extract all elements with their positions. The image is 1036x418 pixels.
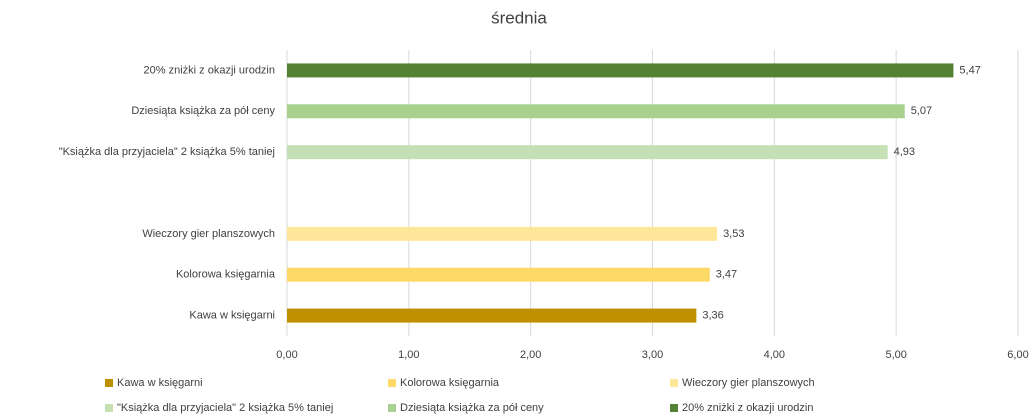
legend-swatch <box>670 379 678 387</box>
legend-label: Dziesiąta książka za pół ceny <box>400 402 544 414</box>
legend-label: Wieczory gier planszowych <box>682 377 815 389</box>
y-tick-label: 20% zniżki z okazji urodzin <box>144 64 275 76</box>
legend-swatch <box>105 404 113 412</box>
bar <box>287 104 905 119</box>
legend-label: Kolorowa księgarnia <box>400 377 500 389</box>
legend-swatch <box>670 404 678 412</box>
value-label: 3,53 <box>723 228 744 240</box>
legend-label: Kawa w księgarni <box>117 377 203 389</box>
value-label: 3,36 <box>702 309 723 321</box>
x-tick-label: 3,00 <box>642 349 663 361</box>
bar <box>287 63 954 78</box>
x-tick-label: 0,00 <box>276 349 297 361</box>
legend-label: "Książka dla przyjaciela" 2 książka 5% t… <box>117 402 333 414</box>
bar <box>287 145 888 160</box>
y-tick-label: Kawa w księgarni <box>189 309 275 321</box>
x-tick-label: 1,00 <box>398 349 419 361</box>
x-tick-label: 4,00 <box>764 349 785 361</box>
legend-swatch <box>105 379 113 387</box>
legend-swatch <box>388 404 396 412</box>
x-tick-label: 2,00 <box>520 349 541 361</box>
y-tick-label: Wieczory gier planszowych <box>142 228 275 240</box>
value-label: 5,07 <box>911 105 932 117</box>
value-label: 4,93 <box>894 146 915 158</box>
bar <box>287 267 710 282</box>
legend-label: 20% zniżki z okazji urodzin <box>682 402 813 414</box>
x-tick-label: 5,00 <box>885 349 906 361</box>
value-label: 5,47 <box>959 64 980 76</box>
bar <box>287 226 718 241</box>
y-tick-label: Kolorowa księgarnia <box>176 269 276 281</box>
y-tick-label: "Książka dla przyjaciela" 2 książka 5% t… <box>59 146 275 158</box>
y-tick-label: Dziesiąta książka za pół ceny <box>131 105 275 117</box>
x-tick-label: 6,00 <box>1007 349 1028 361</box>
bar <box>287 308 697 323</box>
chart-title: średnia <box>491 8 547 27</box>
value-label: 3,47 <box>716 269 737 281</box>
legend-swatch <box>388 379 396 387</box>
